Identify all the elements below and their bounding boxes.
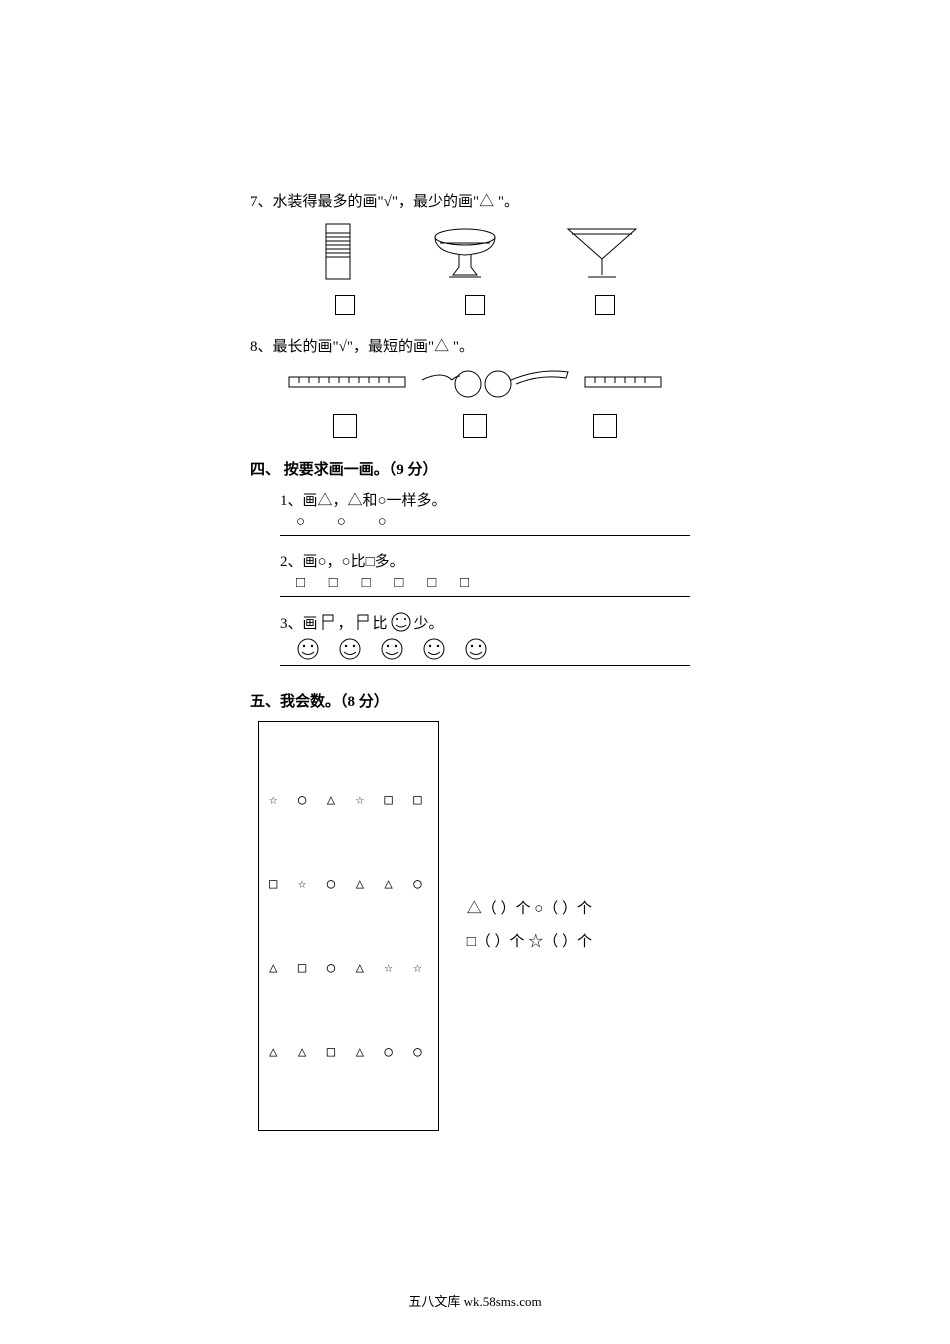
- cylinder-icon: [308, 219, 368, 289]
- section4-title: 四、 按要求画一画。（9 分）: [250, 458, 700, 479]
- section5-content: ☆ ○ △ ☆ □ □ □ ☆ ○ △ △ ○ △ □ ○ △ ☆ ☆ △ △ …: [258, 721, 700, 1131]
- bowl-icon: [425, 219, 505, 289]
- q7-text: 7、水装得最多的画"√"，最少的画"△ "。: [250, 190, 700, 211]
- ans-line2: □（ ）个 ☆（ ）个: [467, 926, 592, 959]
- smiley-icon: [422, 637, 446, 661]
- q8-box-2[interactable]: [463, 414, 487, 438]
- q8-checkboxes: [280, 414, 670, 438]
- comma1: ，: [338, 612, 353, 633]
- s4-q2-shapes: □ □ □ □ □ □: [296, 575, 700, 592]
- count-answers: △（ ）个 ○（ ）个 □（ ）个 ☆（ ）个: [467, 893, 592, 959]
- section5-title: 五、我会数。（8 分）: [250, 690, 700, 711]
- q8-images: [280, 366, 670, 400]
- s4-q3-text: 3、画 ， 比 少。: [280, 611, 700, 633]
- s4-q3-smileys: [296, 637, 700, 661]
- q7-images: [280, 219, 670, 289]
- ruler-icon: [287, 373, 407, 393]
- s4-q1-shapes: ○ ○ ○: [296, 514, 700, 531]
- s4-q3-line: [280, 665, 690, 666]
- q8-box-3[interactable]: [593, 414, 617, 438]
- s4-q3-suffix: 少。: [414, 612, 444, 633]
- s4-q3-mid: 比: [373, 612, 388, 633]
- rope-icon: [420, 366, 570, 400]
- shape-count-box: ☆ ○ △ ☆ □ □ □ ☆ ○ △ △ ○ △ □ ○ △ ☆ ☆ △ △ …: [258, 721, 439, 1131]
- q8-text: 8、最长的画"√"，最短的画"△ "。: [250, 335, 700, 356]
- s4-q1-text: 1、画△，△和○一样多。: [280, 489, 700, 510]
- page-footer: 五八文库 wk.58sms.com: [0, 1291, 950, 1310]
- martini-icon: [562, 219, 642, 289]
- q7-box-1[interactable]: [335, 295, 355, 315]
- ans-line1: △（ ）个 ○（ ）个: [467, 893, 592, 926]
- row4: △ △ □ △ ○ ○: [269, 1038, 428, 1066]
- smiley-icon: [380, 637, 404, 661]
- q7-checkboxes: [280, 295, 670, 315]
- flag-icon: [320, 613, 336, 631]
- row2: □ ☆ ○ △ △ ○: [269, 870, 428, 898]
- flag-icon: [355, 613, 371, 631]
- q7-box-2[interactable]: [465, 295, 485, 315]
- smiley-icon: [464, 637, 488, 661]
- row3: △ □ ○ △ ☆ ☆: [269, 954, 428, 982]
- short-ruler-icon: [583, 373, 663, 393]
- row1: ☆ ○ △ ☆ □ □: [269, 786, 428, 814]
- smiley-icon: [338, 637, 362, 661]
- smiley-icon: [296, 637, 320, 661]
- smiley-icon: [390, 611, 412, 633]
- q7-box-3[interactable]: [595, 295, 615, 315]
- s4-q2-line: [280, 596, 690, 597]
- s4-q1-line: [280, 535, 690, 536]
- s4-q2-text: 2、画○，○比□多。: [280, 550, 700, 571]
- q8-box-1[interactable]: [333, 414, 357, 438]
- s4-q3-prefix: 3、画: [280, 612, 318, 633]
